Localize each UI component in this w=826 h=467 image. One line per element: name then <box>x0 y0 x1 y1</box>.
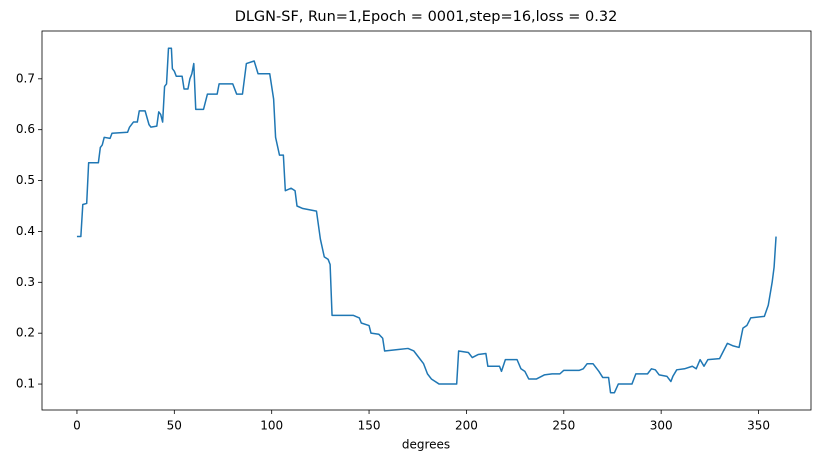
x-tick-label: 350 <box>747 419 770 433</box>
y-tick-label: 0.7 <box>16 71 35 85</box>
x-tick-label: 250 <box>552 419 575 433</box>
x-tick-label: 0 <box>73 419 81 433</box>
chart-title: DLGN-SF, Run=1,Epoch = 0001,step=16,loss… <box>235 9 618 25</box>
x-tick-label: 100 <box>260 419 283 433</box>
y-tick-label: 0.6 <box>16 122 35 136</box>
x-tick-label: 150 <box>358 419 381 433</box>
data-line <box>76 47 777 394</box>
x-tick-label: 50 <box>167 419 182 433</box>
plot-frame <box>41 30 812 411</box>
y-tick-label: 0.5 <box>16 173 35 187</box>
x-tick-label: 200 <box>455 419 478 433</box>
y-tick-label: 0.4 <box>16 224 35 238</box>
y-tick-label: 0.3 <box>16 275 35 289</box>
x-tick-label: 300 <box>650 419 673 433</box>
x-axis-label: degrees <box>402 438 450 452</box>
y-tick-label: 0.2 <box>16 326 35 340</box>
y-tick-label: 0.1 <box>16 377 35 391</box>
